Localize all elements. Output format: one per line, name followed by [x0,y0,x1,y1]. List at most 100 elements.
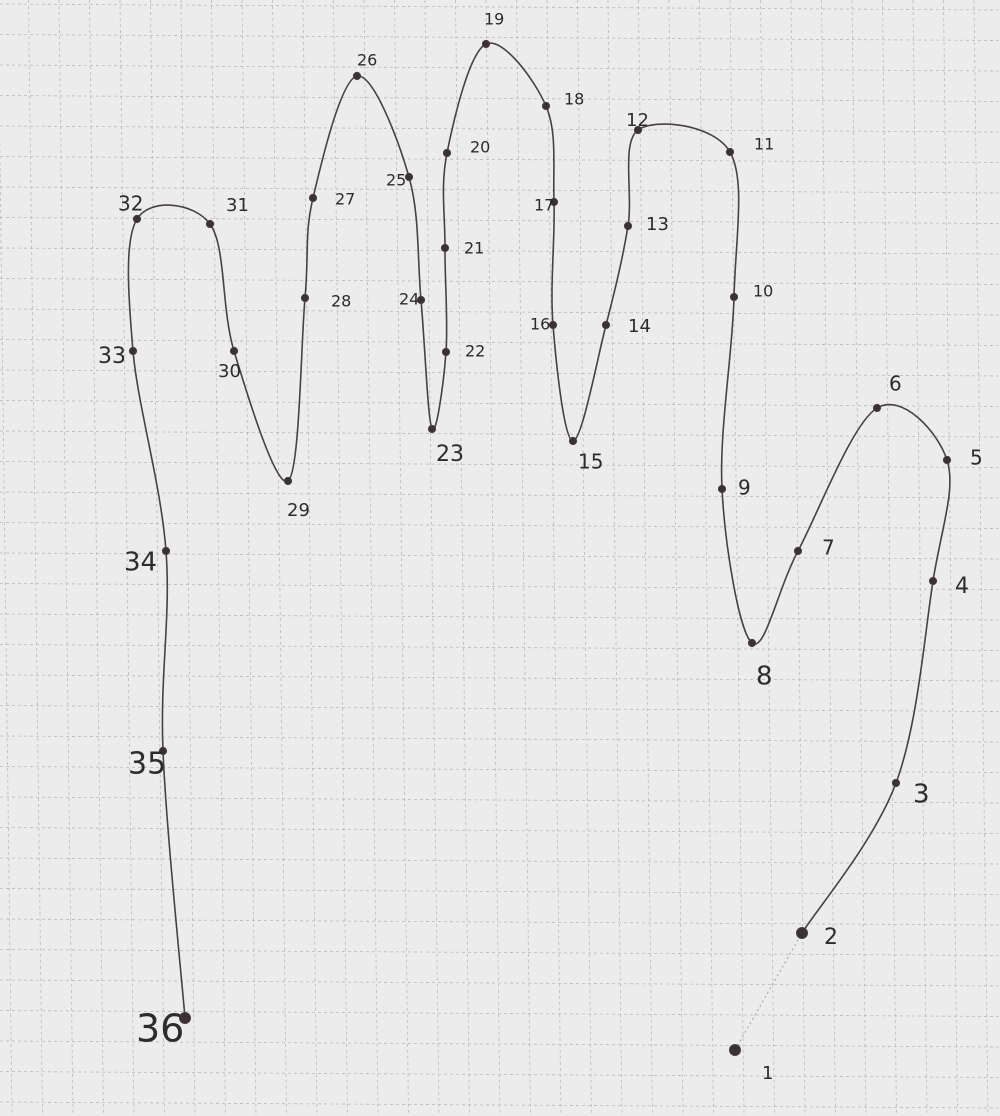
dot-24 [416,295,426,305]
grid-line-horizontal [0,949,1000,956]
grid-line-horizontal [0,1040,1000,1048]
grid-line-horizontal [0,918,1000,926]
dot-23 [427,424,437,434]
grid-line-horizontal [0,583,1000,590]
dot-14 [601,320,611,330]
dot-2 [796,927,808,939]
grid-line-vertical [0,127,13,1116]
grid-line-vertical [180,0,196,1116]
grid-line-vertical [89,0,104,1116]
grid-line-horizontal [0,552,1000,560]
grid-line-horizontal [0,674,1000,682]
dot-7 [793,546,803,556]
grid-line-vertical [912,0,928,1116]
dot-label-33: 33 [98,344,126,369]
grid-line-horizontal [0,491,1000,499]
grid-line-vertical [424,0,440,1116]
dot-label-30: 30 [218,361,241,382]
grid-line-horizontal [0,979,1000,987]
dot-12 [633,125,643,135]
dot-32 [132,214,142,224]
dot-11 [725,147,735,157]
dot-36 [179,1012,191,1024]
grid-line-horizontal [0,522,1000,529]
dot-label-4: 4 [955,574,969,599]
grid-line-horizontal [0,827,1000,834]
grid-line-vertical [973,0,989,1116]
dot-label-12: 12 [626,110,649,131]
grid-line-horizontal [0,857,1000,865]
dot-label-36: 36 [136,1007,184,1051]
dot-26 [352,71,362,81]
dot-label-3: 3 [913,780,930,810]
dot-label-27: 27 [335,190,355,209]
grid-line-horizontal [0,186,1000,194]
grid-line-vertical [272,0,287,1116]
dot-18 [541,101,551,111]
grid-line-vertical [577,0,592,1116]
grid-line-vertical [699,0,714,1116]
grid-line-horizontal [0,461,1000,468]
grid-line-horizontal [0,705,1000,712]
dot-33 [128,346,138,356]
dot-25 [404,172,414,182]
grid-line-horizontal [0,217,1000,224]
dot-label-21: 21 [464,239,484,258]
grid-line-horizontal [0,278,1000,285]
dot-label-8: 8 [756,662,773,692]
dot-label-34: 34 [124,548,157,578]
dot-label-23: 23 [436,442,464,467]
grid-line-vertical [211,0,226,1116]
dot-10 [729,292,739,302]
grid-line-vertical [302,0,318,1116]
dot-label-16: 16 [530,315,550,334]
grid-line-horizontal [0,247,1000,255]
dot-label-29: 29 [287,500,310,521]
dot-6 [872,403,882,413]
dot-16 [548,320,558,330]
grid-line-horizontal [0,34,1000,41]
grid-line-horizontal [0,735,1000,743]
grid-line-horizontal [0,339,1000,346]
dot-35 [158,746,168,756]
dot-30 [229,346,239,356]
grid-line-horizontal [0,308,1000,316]
grid-line-horizontal [0,125,1000,133]
dot-8 [747,638,757,648]
dot-number-labels: 1234567891011121314151617181920212223242… [98,10,983,1085]
grid-line-vertical [455,0,470,1116]
grid-line-vertical [333,0,348,1116]
grid-line-horizontal [0,95,1000,102]
dot-label-32: 32 [118,192,143,216]
dot-label-2: 2 [824,925,838,950]
grid-line-vertical [607,0,623,1116]
dot-label-6: 6 [889,372,902,396]
grid-line-vertical [943,0,958,1116]
dot-34 [161,546,171,556]
dot-label-11: 11 [754,135,774,154]
dot-label-13: 13 [646,214,669,235]
dot-label-31: 31 [226,195,249,216]
dot-3 [891,778,901,788]
grid-line-vertical [28,0,43,1116]
grid-line-vertical [119,0,135,1116]
dot-label-26: 26 [357,51,377,70]
dot-label-24: 24 [399,290,419,309]
grid-line-vertical [668,0,684,1116]
grid-line-horizontal [0,766,1000,773]
grid-line-horizontal [0,3,1000,11]
dot-19 [481,39,491,49]
grid-line-horizontal [0,644,1000,651]
dot-4 [928,576,938,586]
dot-label-1: 1 [762,1063,773,1084]
grid-line-horizontal [0,796,1000,804]
dot-1 [729,1044,741,1056]
grid-line-vertical [241,0,257,1116]
dot-label-5: 5 [970,446,983,470]
grid-line-vertical [729,0,745,1116]
dot-label-20: 20 [470,138,490,157]
dot-label-17: 17 [534,196,554,215]
